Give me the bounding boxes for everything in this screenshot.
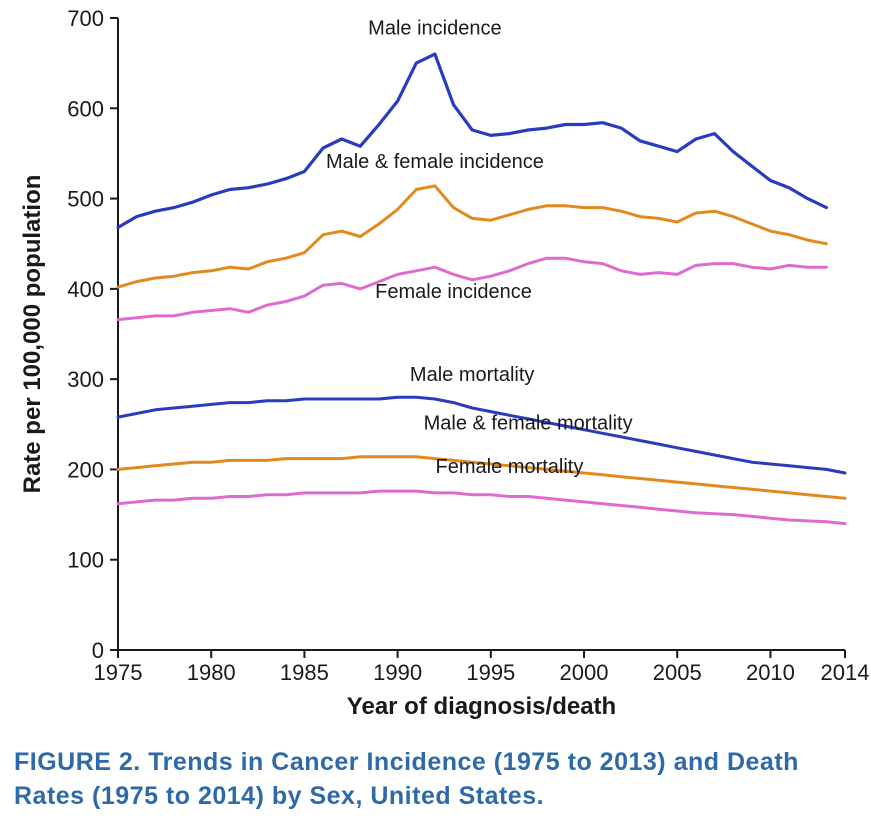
x-tick-label: 2005 (653, 660, 702, 685)
series-label: Male incidence (368, 17, 501, 39)
cancer-trends-chart: 0100200300400500600700197519801985199019… (0, 0, 871, 740)
x-tick-label: 1995 (466, 660, 515, 685)
y-tick-label: 700 (67, 6, 104, 31)
series-label: Male mortality (410, 364, 534, 386)
chart-svg: 0100200300400500600700197519801985199019… (0, 0, 871, 740)
series-label: Female incidence (375, 281, 532, 303)
series-label: Male & female mortality (424, 413, 633, 435)
x-tick-label: 2010 (746, 660, 795, 685)
y-tick-label: 200 (67, 457, 104, 482)
series-label: Female mortality (436, 456, 584, 478)
x-tick-label: 1985 (280, 660, 329, 685)
x-axis-title: Year of diagnosis/death (347, 693, 616, 720)
y-tick-label: 400 (67, 277, 104, 302)
caption-prefix: FIGURE 2. (14, 748, 141, 776)
x-tick-label: 2000 (560, 660, 609, 685)
x-tick-label: 1975 (94, 660, 143, 685)
y-tick-label: 500 (67, 187, 104, 212)
y-tick-label: 100 (67, 548, 104, 573)
x-tick-label: 2014 (821, 660, 870, 685)
x-tick-label: 1980 (187, 660, 236, 685)
y-tick-label: 300 (67, 367, 104, 392)
series-label: Male & female incidence (326, 151, 544, 173)
figure-caption: FIGURE 2. Trends in Cancer Incidence (19… (14, 746, 857, 814)
x-tick-label: 1990 (373, 660, 422, 685)
page: 0100200300400500600700197519801985199019… (0, 0, 871, 837)
y-tick-label: 600 (67, 96, 104, 121)
y-axis-title: Rate per 100,000 population (19, 175, 46, 494)
